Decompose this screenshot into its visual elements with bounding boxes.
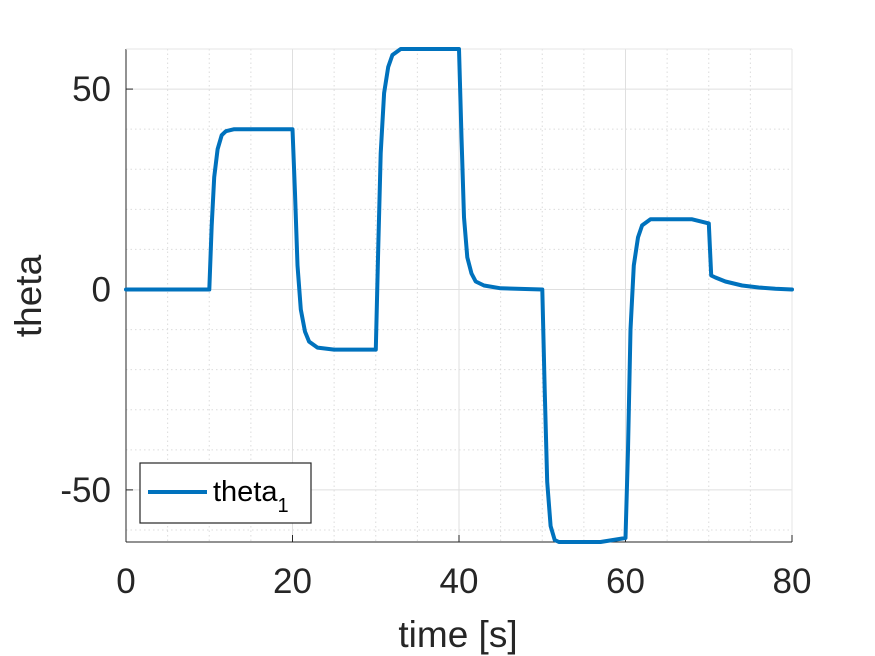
y-axis-label: theta — [8, 254, 49, 337]
series-layer — [124, 47, 794, 544]
y-tick-label: 50 — [72, 70, 111, 109]
legend-entry-text: theta — [213, 476, 278, 508]
x-tick-label: 60 — [606, 562, 645, 601]
x-tick-label: 0 — [116, 562, 135, 601]
x-tick-label: 20 — [273, 562, 312, 601]
x-tick-label: 40 — [440, 562, 479, 601]
series-line-theta-1 — [124, 47, 794, 544]
y-tick-labels: -50 0 50 — [60, 70, 111, 510]
y-tick-label: 0 — [92, 270, 111, 309]
legend: theta1 — [139, 462, 312, 524]
x-tick-label: 80 — [773, 562, 812, 601]
legend-entry-subscript: 1 — [278, 495, 289, 517]
legend-entry-label: theta1 — [213, 476, 289, 517]
y-tick-label: -50 — [60, 471, 111, 510]
x-axis-label: time [s] — [398, 614, 517, 655]
x-tick-labels: 0 20 40 60 80 — [116, 562, 811, 601]
